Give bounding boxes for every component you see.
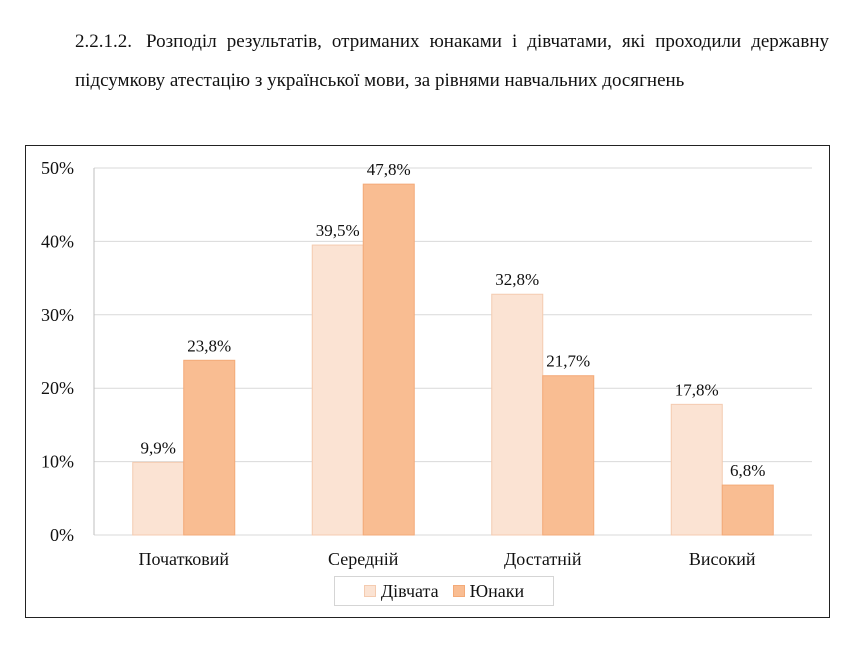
bar-girls — [491, 293, 544, 536]
y-tick-label: 30% — [41, 305, 74, 325]
data-label-boys: 21,7% — [546, 352, 590, 371]
bar-boys — [362, 183, 415, 536]
y-tick-label: 20% — [41, 378, 74, 398]
section-title: Розподіл результатів, отриманих юнаками … — [75, 31, 829, 91]
legend-label-boys: Юнаки — [469, 580, 525, 601]
legend-swatch-boys — [452, 585, 465, 597]
x-tick-label: Високий — [689, 549, 756, 569]
data-label-girls: 39,5% — [316, 221, 360, 240]
legend-item-boys: Юнаки — [452, 580, 525, 602]
bar-chart: 0% 10% 20% 30% 40% 50% 9,9% 23,8% Початковий 39,5… — [41, 158, 812, 569]
x-tick-label: Достатній — [504, 549, 582, 569]
data-label-girls: 9,9% — [141, 438, 176, 457]
legend-label-girls: Дівчата — [380, 580, 439, 601]
section-number: 2.2.1.2. — [75, 31, 132, 52]
data-label-girls: 32,8% — [495, 270, 539, 289]
chart-frame: 0% 10% 20% 30% 40% 50% 9,9% 23,8% Початковий 39,5… — [25, 145, 830, 618]
y-tick-label: 10% — [41, 452, 74, 472]
y-tick-label: 40% — [41, 231, 74, 251]
legend-swatch-girls — [363, 585, 376, 597]
x-tick-label: Середній — [328, 549, 399, 569]
bar-boys — [183, 359, 236, 536]
y-tick-label: 50% — [41, 158, 74, 178]
bar-boys — [542, 375, 595, 536]
bar-boys — [721, 484, 774, 536]
bar-girls — [670, 403, 723, 536]
section-heading: 2.2.1.2. Розподіл результатів, отриманих… — [75, 22, 829, 100]
y-tick-label: 0% — [50, 525, 74, 545]
bar-girls — [132, 461, 185, 536]
data-label-boys: 6,8% — [730, 461, 765, 480]
data-label-boys: 23,8% — [187, 336, 231, 355]
data-label-girls: 17,8% — [675, 380, 719, 399]
chart-legend: Дівчата Юнаки — [334, 576, 554, 606]
bar-girls — [311, 244, 364, 536]
data-label-boys: 47,8% — [367, 160, 411, 179]
x-tick-label: Початковий — [138, 549, 229, 569]
legend-item-girls: Дівчата — [363, 580, 439, 602]
